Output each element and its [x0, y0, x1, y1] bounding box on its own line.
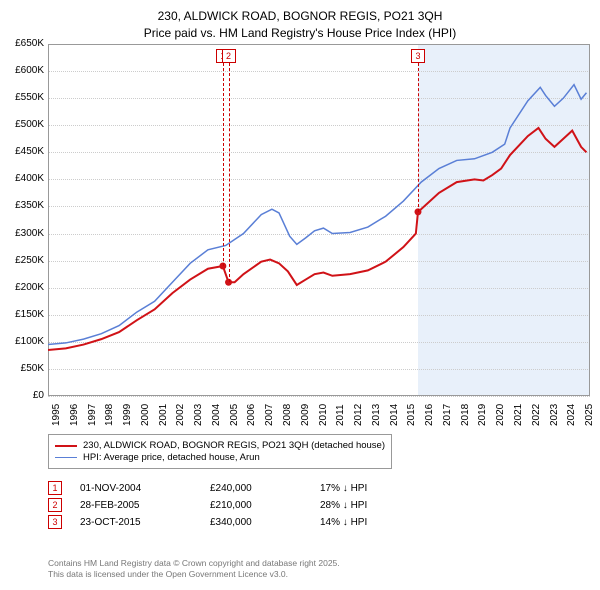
event-date: 23-OCT-2015: [80, 517, 210, 528]
event-marker-3: 3: [48, 515, 62, 529]
marker-label-2: 2: [222, 49, 236, 63]
event-price: £340,000: [210, 517, 320, 528]
event-diff: 28% ↓ HPI: [320, 500, 420, 511]
event-row: 2 28-FEB-2005£210,00028% ↓ HPI: [48, 498, 420, 512]
marker-line-3: [418, 63, 419, 212]
x-tick-label: 2005: [229, 404, 240, 426]
x-tick-label: 2011: [335, 404, 346, 426]
event-row: 3 23-OCT-2015£340,00014% ↓ HPI: [48, 515, 420, 529]
event-date: 01-NOV-2004: [80, 483, 210, 494]
event-row: 1 01-NOV-2004£240,00017% ↓ HPI: [48, 481, 420, 495]
x-tick-label: 1999: [122, 404, 133, 426]
event-marker-2: 2: [48, 498, 62, 512]
x-tick-label: 1995: [51, 404, 62, 426]
x-tick-label: 2024: [566, 404, 577, 426]
x-tick-label: 2015: [406, 404, 417, 426]
x-tick-label: 2018: [460, 404, 471, 426]
x-tick-label: 2022: [531, 404, 542, 426]
x-tick-label: 1996: [69, 404, 80, 426]
x-tick-label: 2017: [442, 404, 453, 426]
legend-item: 230, ALDWICK ROAD, BOGNOR REGIS, PO21 3Q…: [55, 440, 385, 451]
x-tick-label: 2025: [584, 404, 595, 426]
legend-swatch: [55, 457, 77, 458]
legend-item: HPI: Average price, detached house, Arun: [55, 452, 385, 463]
x-tick-label: 2007: [264, 404, 275, 426]
x-tick-label: 2010: [318, 404, 329, 426]
x-tick-label: 2009: [300, 404, 311, 426]
legend: 230, ALDWICK ROAD, BOGNOR REGIS, PO21 3Q…: [48, 434, 392, 469]
legend-label: HPI: Average price, detached house, Arun: [83, 452, 260, 463]
marker-label-3: 3: [411, 49, 425, 63]
event-marker-1: 1: [48, 481, 62, 495]
x-tick-label: 2004: [211, 404, 222, 426]
footnote-line2: This data is licensed under the Open Gov…: [48, 569, 288, 579]
footnote: Contains HM Land Registry data © Crown c…: [48, 558, 340, 580]
event-price: £240,000: [210, 483, 320, 494]
x-tick-label: 2012: [353, 404, 364, 426]
event-price: £210,000: [210, 500, 320, 511]
events-table: 1 01-NOV-2004£240,00017% ↓ HPI 2 28-FEB-200…: [48, 478, 420, 532]
x-tick-label: 2003: [193, 404, 204, 426]
x-tick-label: 2006: [246, 404, 257, 426]
marker-line-2: [229, 63, 230, 282]
x-tick-label: 2002: [175, 404, 186, 426]
x-tick-label: 1998: [104, 404, 115, 426]
x-tick-label: 2001: [158, 404, 169, 426]
event-date: 28-FEB-2005: [80, 500, 210, 511]
x-tick-label: 2014: [389, 404, 400, 426]
event-diff: 17% ↓ HPI: [320, 483, 420, 494]
marker-line-1: [223, 63, 224, 266]
legend-swatch: [55, 445, 77, 447]
x-tick-label: 2008: [282, 404, 293, 426]
x-tick-label: 2013: [371, 404, 382, 426]
x-tick-label: 2019: [477, 404, 488, 426]
series-hpi: [48, 85, 586, 345]
chart-svg: [0, 0, 592, 398]
x-tick-label: 2021: [513, 404, 524, 426]
series-price_paid: [48, 128, 586, 350]
x-tick-label: 2023: [549, 404, 560, 426]
legend-label: 230, ALDWICK ROAD, BOGNOR REGIS, PO21 3Q…: [83, 440, 385, 451]
x-tick-label: 2000: [140, 404, 151, 426]
x-tick-label: 1997: [87, 404, 98, 426]
x-tick-label: 2016: [424, 404, 435, 426]
event-diff: 14% ↓ HPI: [320, 517, 420, 528]
footnote-line1: Contains HM Land Registry data © Crown c…: [48, 558, 340, 568]
x-tick-label: 2020: [495, 404, 506, 426]
